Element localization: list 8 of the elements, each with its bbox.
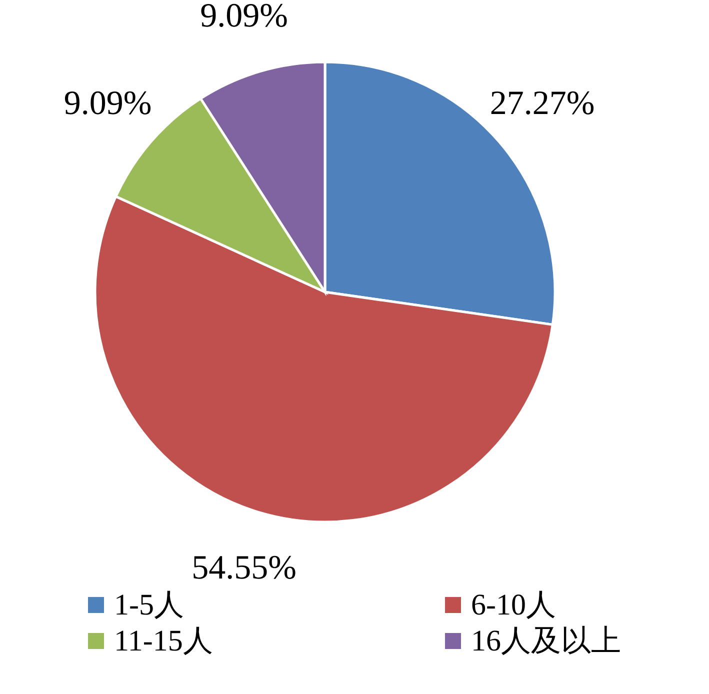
data-label: 9.09% — [200, 0, 288, 35]
data-label: 54.55% — [192, 549, 296, 586]
legend-label: 11-15人 — [114, 624, 213, 658]
legend-label: 16人及以上 — [471, 624, 621, 658]
data-label: 27.27% — [490, 85, 595, 122]
data-label: 9.09% — [64, 85, 152, 122]
legend-label: 6-10人 — [471, 588, 556, 622]
legend-label: 1-5人 — [114, 588, 184, 622]
